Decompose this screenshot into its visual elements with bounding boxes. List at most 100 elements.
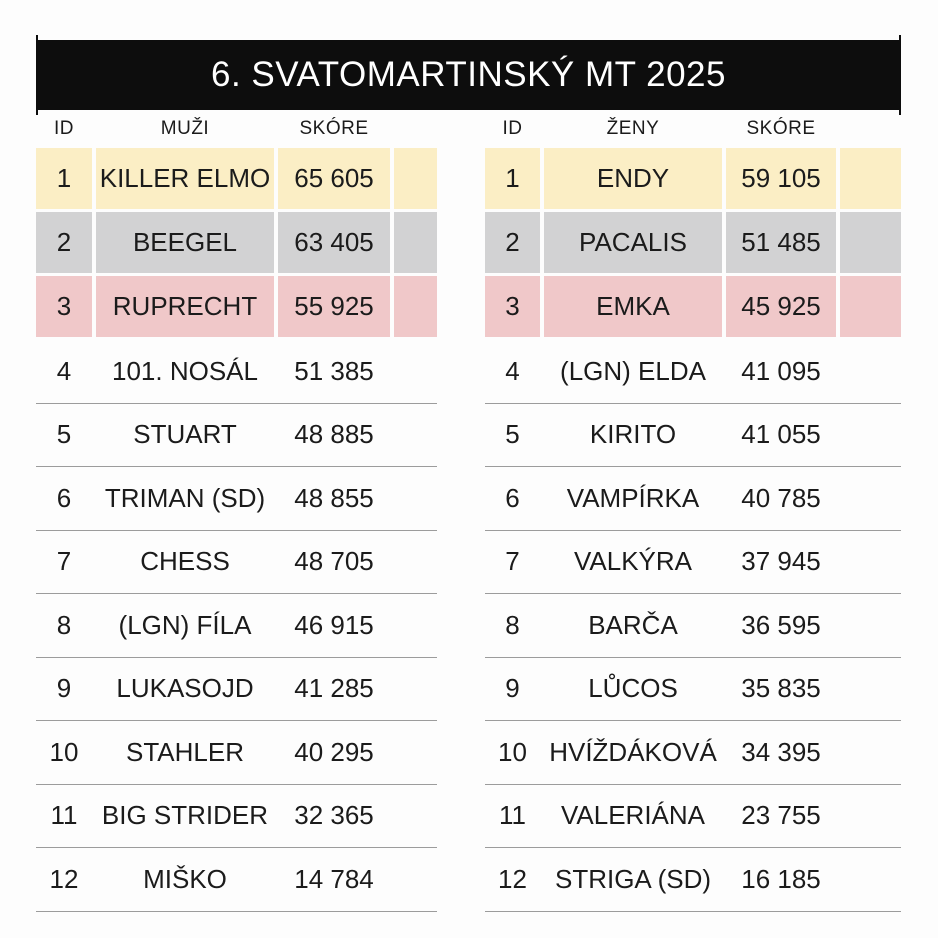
row-spacer-cell [394, 276, 437, 337]
table-row: 1 KILLER ELMO 65 605 [36, 148, 437, 209]
table-row: 10 HVÍŽDÁKOVÁ 34 395 [485, 721, 901, 785]
row-name-cell: STUART [133, 419, 237, 450]
row-name-cell: ENDY [544, 148, 722, 209]
row-name-cell: KIRITO [589, 419, 677, 450]
row-name-cell: (LGN) ELDA [560, 355, 706, 386]
row-name-cell: HVÍŽDÁKOVÁ [549, 736, 717, 767]
row-id-cell: 12 [498, 863, 527, 894]
row-id-cell: 5 [56, 419, 72, 450]
table-row: 6 TRIMAN (SD) 48 855 [36, 467, 437, 531]
row-id-cell: 6 [56, 482, 72, 513]
row-name-cell: VAMPÍRKA [566, 482, 700, 513]
row-score-cell: 46 915 [294, 609, 374, 640]
row-score-cell: 14 784 [294, 863, 374, 894]
table-row: 2 BEEGEL 63 405 [36, 212, 437, 273]
row-id-cell: 1 [485, 148, 540, 209]
row-spacer-cell [394, 148, 437, 209]
row-name-cell: LŮCOS [588, 673, 678, 704]
table-row: 4 101. NOSÁL 51 385 [36, 340, 437, 404]
table-row: 2 PACALIS 51 485 [485, 212, 901, 273]
row-name-cell: BIG STRIDER [101, 800, 269, 831]
row-name-cell: STAHLER [126, 736, 244, 767]
row-score-cell: 23 755 [741, 800, 821, 831]
table-row: 12 MIŠKO 14 784 [36, 848, 437, 912]
table-row: 6 VAMPÍRKA 40 785 [485, 467, 901, 531]
table-row: 10 STAHLER 40 295 [36, 721, 437, 785]
row-id-cell: 2 [485, 212, 540, 273]
men-table-rows: 1 KILLER ELMO 65 605 2 BEEGEL 63 405 3 RUPRECHT… [36, 148, 437, 912]
row-name-cell: TRIMAN (SD) [104, 482, 266, 513]
title-banner: 6. SVATOMARTINSKÝ MT 2025 [36, 35, 901, 115]
col-header-muzi: MUŽI [160, 118, 210, 139]
table-row: 8 BARČA 36 595 [485, 594, 901, 658]
row-score-cell: 40 785 [741, 482, 821, 513]
row-score-cell: 55 925 [278, 276, 390, 337]
row-name-cell: (LGN) FÍLA [118, 609, 252, 640]
row-id-cell: 11 [50, 800, 78, 831]
row-id-cell: 5 [505, 419, 520, 450]
row-name-cell: STRIGA (SD) [554, 863, 711, 894]
table-row: 3 EMKA 45 925 [485, 276, 901, 337]
row-name-cell: LUKASOJD [116, 673, 254, 704]
table-row: 12 STRIGA (SD) 16 185 [485, 848, 901, 912]
row-id-cell: 8 [56, 609, 72, 640]
row-name-cell: 101. NOSÁL [112, 355, 258, 386]
table-row: 8 (LGN) FÍLA 46 915 [36, 594, 437, 658]
table-row: 7 CHESS 48 705 [36, 531, 437, 594]
row-score-cell: 48 705 [294, 546, 374, 577]
row-spacer-cell [840, 148, 901, 209]
row-score-cell: 34 395 [741, 736, 821, 767]
women-table-header: ID ŽENY SKÓRE [485, 110, 901, 148]
row-name-cell: RUPRECHT [96, 276, 274, 337]
row-name-cell: CHESS [140, 546, 230, 577]
tables-container: ID MUŽI SKÓRE 1 KILLER ELMO 65 605 2 BEEGEL 6… [36, 110, 901, 912]
table-row: 11 BIG STRIDER 32 365 [36, 785, 437, 848]
col-header-skore: SKÓRE [746, 118, 816, 139]
table-row: 9 LŮCOS 35 835 [485, 658, 901, 721]
row-name-cell: MIŠKO [143, 863, 227, 894]
row-score-cell: 63 405 [278, 212, 390, 273]
row-id-cell: 12 [49, 863, 79, 894]
row-id-cell: 10 [498, 736, 527, 767]
row-score-cell: 45 925 [726, 276, 836, 337]
row-score-cell: 48 885 [294, 419, 374, 450]
row-id-cell: 7 [56, 546, 72, 577]
row-spacer-cell [394, 212, 437, 273]
table-row: 7 VALKÝRA 37 945 [485, 531, 901, 594]
row-name-cell: VALERIÁNA [560, 800, 705, 831]
women-table-rows: 1 ENDY 59 105 2 PACALIS 51 485 3 EMKA 45 925 4 (LG… [485, 148, 901, 912]
row-score-cell: 32 365 [294, 800, 374, 831]
row-score-cell: 48 855 [294, 482, 374, 513]
men-table-header: ID MUŽI SKÓRE [36, 110, 437, 148]
row-spacer-cell [840, 276, 901, 337]
table-row: 5 KIRITO 41 055 [485, 404, 901, 467]
row-spacer-cell [840, 212, 901, 273]
col-header-skore: SKÓRE [299, 118, 369, 139]
row-score-cell: 35 835 [741, 673, 821, 704]
row-id-cell: 4 [505, 355, 520, 386]
row-score-cell: 51 385 [294, 355, 374, 386]
women-table: ID ŽENY SKÓRE 1 ENDY 59 105 2 PACALIS 51 485 3… [485, 110, 901, 912]
row-id-cell: 7 [505, 546, 520, 577]
row-name-cell: BARČA [588, 609, 678, 640]
row-score-cell: 41 285 [294, 673, 374, 704]
row-score-cell: 40 295 [294, 736, 374, 767]
row-id-cell: 1 [36, 148, 92, 209]
row-id-cell: 10 [49, 736, 79, 767]
row-score-cell: 41 095 [741, 355, 821, 386]
row-score-cell: 36 595 [741, 609, 821, 640]
row-name-cell: BEEGEL [96, 212, 274, 273]
row-id-cell: 3 [36, 276, 92, 337]
row-id-cell: 9 [56, 673, 72, 704]
row-id-cell: 11 [499, 800, 526, 831]
row-score-cell: 37 945 [741, 546, 821, 577]
row-score-cell: 51 485 [726, 212, 836, 273]
men-table: ID MUŽI SKÓRE 1 KILLER ELMO 65 605 2 BEEGEL 6… [36, 110, 437, 912]
row-name-cell: KILLER ELMO [96, 148, 274, 209]
row-score-cell: 41 055 [741, 419, 821, 450]
row-id-cell: 4 [56, 355, 72, 386]
table-row: 5 STUART 48 885 [36, 404, 437, 467]
row-score-cell: 59 105 [726, 148, 836, 209]
row-id-cell: 6 [505, 482, 520, 513]
col-header-zeny: ŽENY [606, 118, 660, 139]
